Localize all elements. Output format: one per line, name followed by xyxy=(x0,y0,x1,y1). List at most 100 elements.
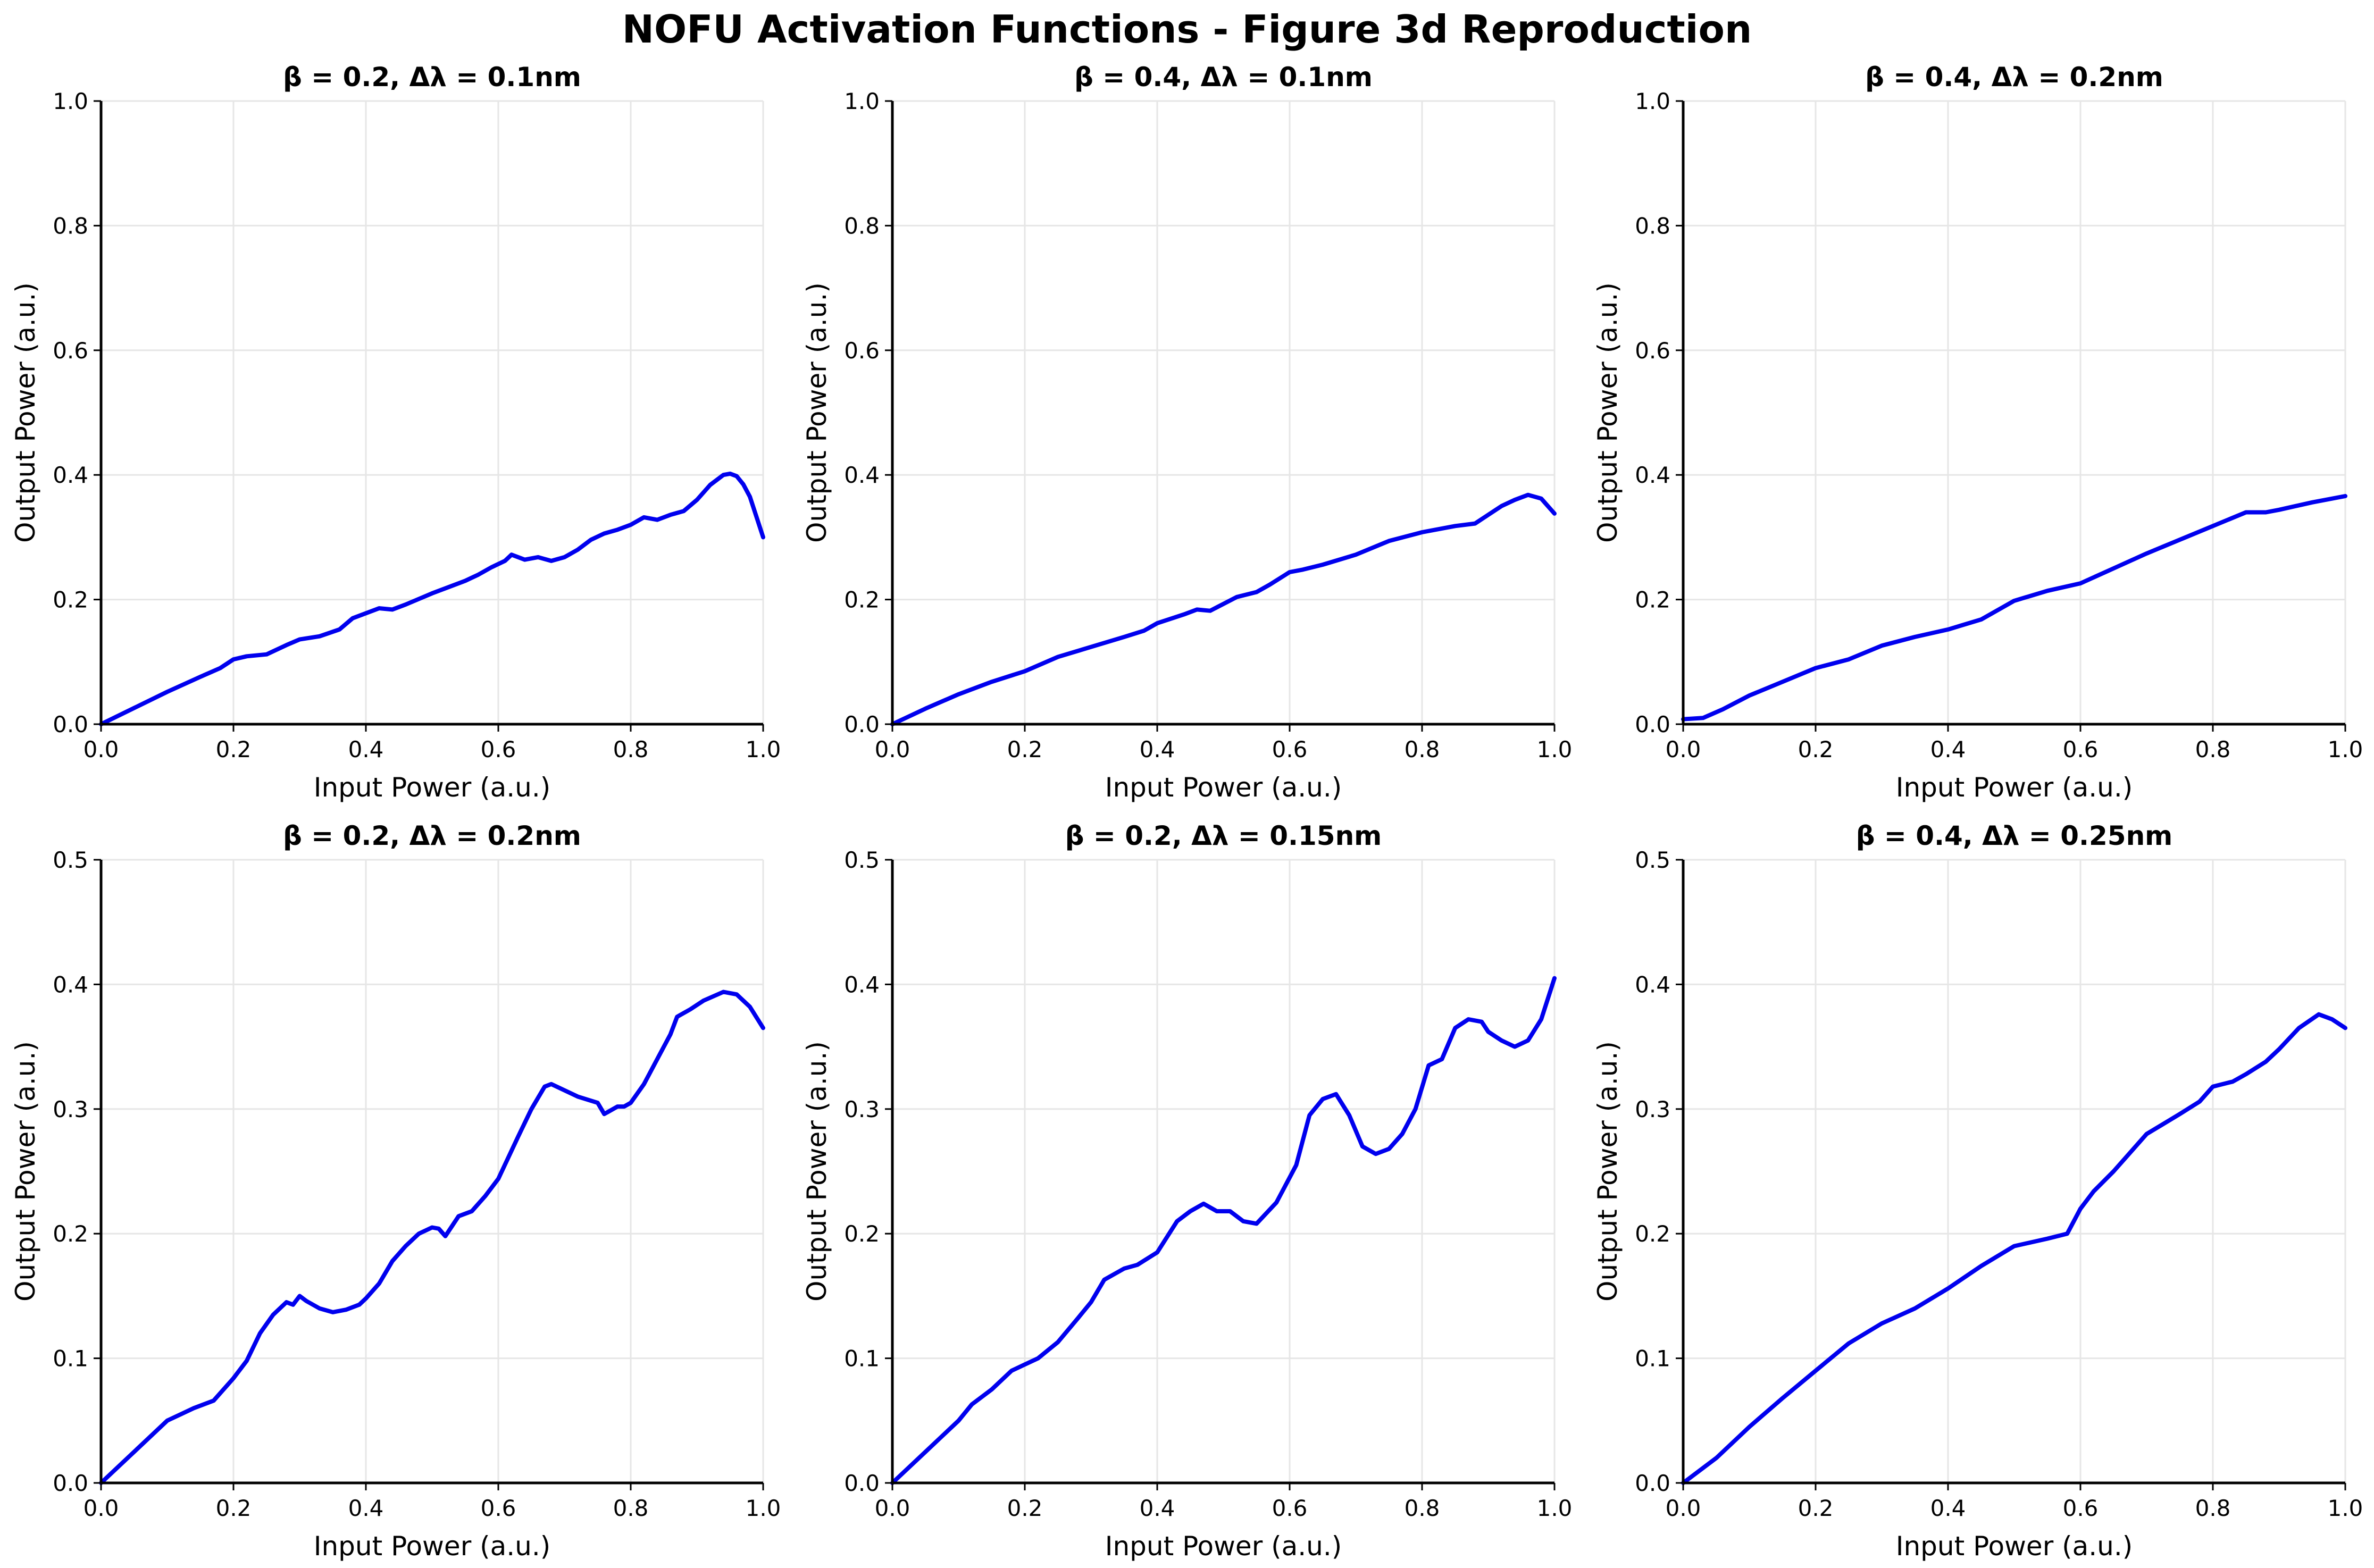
series-line xyxy=(890,976,1557,1485)
x-tick-label: 0.4 xyxy=(1140,736,1175,762)
y-tick-label: 1.0 xyxy=(53,88,88,114)
y-tick-label: 0.6 xyxy=(1635,338,1670,364)
x-tick-label: 0.2 xyxy=(1007,736,1043,762)
x-tick-label: 0.4 xyxy=(1930,736,1966,762)
y-tick-label: 0.4 xyxy=(844,971,880,997)
y-tick-label: 0.3 xyxy=(53,1096,88,1122)
x-tick-label: 0.0 xyxy=(1666,736,1701,762)
y-tick-label: 0.1 xyxy=(53,1346,88,1372)
y-tick-label: 0.2 xyxy=(844,587,880,613)
x-tick-label: 0.0 xyxy=(83,1495,119,1521)
y-axis-label: Output Power (a.u.) xyxy=(801,282,832,543)
subplot-title: β = 0.2, Δλ = 0.1nm xyxy=(283,62,581,93)
subplot-4: 0.0 0.2 0.4 0.6 0.8 1.0 0.0 0.1 0.2 0.3 0.4 0.5 β = … xyxy=(10,820,781,1562)
x-tick-label: 0.8 xyxy=(1405,1495,1440,1521)
y-tick-label: 0.0 xyxy=(844,1470,880,1496)
y-tick-label: 0.5 xyxy=(1635,847,1670,873)
x-tick-label: 0.0 xyxy=(83,736,119,762)
y-tick-label: 0.4 xyxy=(53,971,88,997)
y-tick-label: 0.4 xyxy=(844,462,880,488)
x-tick-label: 0.2 xyxy=(1798,1495,1834,1521)
x-tick-label: 0.2 xyxy=(216,736,252,762)
x-tick-label: 0.4 xyxy=(1930,1495,1966,1521)
y-axis-label: Output Power (a.u.) xyxy=(10,282,41,543)
subplot-2: 0.0 0.2 0.4 0.6 0.8 1.0 0.0 0.2 0.4 0.6 0.8 1.0 β = … xyxy=(801,62,1572,803)
y-tick-label: 0.5 xyxy=(844,847,880,873)
x-tick-label: 0.0 xyxy=(875,736,910,762)
y-tick-label: 0.6 xyxy=(844,338,880,364)
y-tick-label: 0.0 xyxy=(1635,1470,1670,1496)
x-tick-label: 0.6 xyxy=(1272,1495,1308,1521)
y-axis-label: Output Power (a.u.) xyxy=(801,1041,832,1302)
subplot-title: β = 0.2, Δλ = 0.15nm xyxy=(1065,820,1382,851)
x-tick-label: 0.0 xyxy=(1666,1495,1701,1521)
figure-title: NOFU Activation Functions - Figure 3d Re… xyxy=(622,7,1752,52)
x-tick-label: 0.2 xyxy=(1007,1495,1043,1521)
x-tick-label: 0.4 xyxy=(348,736,384,762)
x-tick-label: 0.0 xyxy=(875,1495,910,1521)
x-tick-label: 0.6 xyxy=(2063,736,2099,762)
x-axis-label: Input Power (a.u.) xyxy=(1105,1531,1342,1562)
y-tick-label: 0.4 xyxy=(1635,971,1670,997)
x-tick-label: 1.0 xyxy=(746,736,781,762)
y-tick-label: 0.6 xyxy=(53,338,88,364)
y-tick-label: 0.2 xyxy=(844,1221,880,1247)
subplot-title: β = 0.4, Δλ = 0.25nm xyxy=(1856,820,2173,851)
x-tick-label: 0.2 xyxy=(216,1495,252,1521)
x-tick-label: 0.8 xyxy=(613,736,649,762)
y-tick-label: 0.8 xyxy=(844,213,880,239)
y-axis-label: Output Power (a.u.) xyxy=(1592,282,1623,543)
y-tick-label: 0.1 xyxy=(1635,1346,1670,1372)
x-tick-label: 0.8 xyxy=(2195,736,2231,762)
x-axis-label: Input Power (a.u.) xyxy=(314,1531,551,1562)
y-tick-label: 1.0 xyxy=(844,88,880,114)
x-axis-label: Input Power (a.u.) xyxy=(1105,772,1342,803)
series-line xyxy=(99,471,765,726)
x-tick-label: 1.0 xyxy=(746,1495,781,1521)
x-tick-label: 1.0 xyxy=(1537,1495,1573,1521)
y-tick-label: 0.0 xyxy=(1635,711,1670,737)
x-tick-label: 0.4 xyxy=(1140,1495,1175,1521)
x-tick-label: 0.4 xyxy=(348,1495,384,1521)
subplot-6: 0.0 0.2 0.4 0.6 0.8 1.0 0.0 0.1 0.2 0.3 0.4 0.5 β = … xyxy=(1592,820,2363,1562)
x-axis-label: Input Power (a.u.) xyxy=(314,772,551,803)
y-tick-label: 0.2 xyxy=(53,587,88,613)
y-axis-label: Output Power (a.u.) xyxy=(10,1041,41,1302)
y-tick-label: 0.3 xyxy=(1635,1096,1670,1122)
y-tick-label: 0.2 xyxy=(1635,587,1670,613)
y-tick-label: 0.0 xyxy=(53,711,88,737)
x-tick-label: 0.8 xyxy=(2195,1495,2231,1521)
y-tick-label: 0.2 xyxy=(53,1221,88,1247)
subplot-title: β = 0.4, Δλ = 0.2nm xyxy=(1865,62,2163,93)
y-tick-label: 1.0 xyxy=(1635,88,1670,114)
x-tick-label: 1.0 xyxy=(1537,736,1573,762)
y-tick-label: 0.8 xyxy=(53,213,88,239)
y-axis-label: Output Power (a.u.) xyxy=(1592,1041,1623,1302)
y-tick-label: 0.2 xyxy=(1635,1221,1670,1247)
series-line xyxy=(99,990,765,1485)
y-tick-label: 0.0 xyxy=(844,711,880,737)
series-line xyxy=(890,492,1557,726)
y-tick-label: 0.0 xyxy=(53,1470,88,1496)
subplot-5: 0.0 0.2 0.4 0.6 0.8 1.0 0.0 0.1 0.2 0.3 0.4 0.5 β = … xyxy=(801,820,1572,1562)
y-tick-label: 0.4 xyxy=(1635,462,1670,488)
x-tick-label: 0.2 xyxy=(1798,736,1834,762)
x-tick-label: 0.6 xyxy=(481,736,516,762)
x-axis-label: Input Power (a.u.) xyxy=(1896,1531,2133,1562)
x-tick-label: 0.6 xyxy=(2063,1495,2099,1521)
series-line xyxy=(1681,494,2347,722)
x-tick-label: 0.6 xyxy=(1272,736,1308,762)
x-axis-label: Input Power (a.u.) xyxy=(1896,772,2133,803)
y-tick-label: 0.5 xyxy=(53,847,88,873)
x-tick-label: 1.0 xyxy=(2328,736,2363,762)
x-tick-label: 0.6 xyxy=(481,1495,516,1521)
subplot-title: β = 0.2, Δλ = 0.2nm xyxy=(283,820,581,851)
y-tick-label: 0.4 xyxy=(53,462,88,488)
x-tick-label: 0.8 xyxy=(613,1495,649,1521)
x-tick-label: 0.8 xyxy=(1405,736,1440,762)
series-line xyxy=(1681,1012,2347,1485)
y-tick-label: 0.3 xyxy=(844,1096,880,1122)
subplot-1: 0.0 0.2 0.4 0.6 0.8 1.0 0.0 0.2 0.4 0.6 0.8 1.0 β = … xyxy=(10,62,781,803)
x-tick-label: 1.0 xyxy=(2328,1495,2363,1521)
